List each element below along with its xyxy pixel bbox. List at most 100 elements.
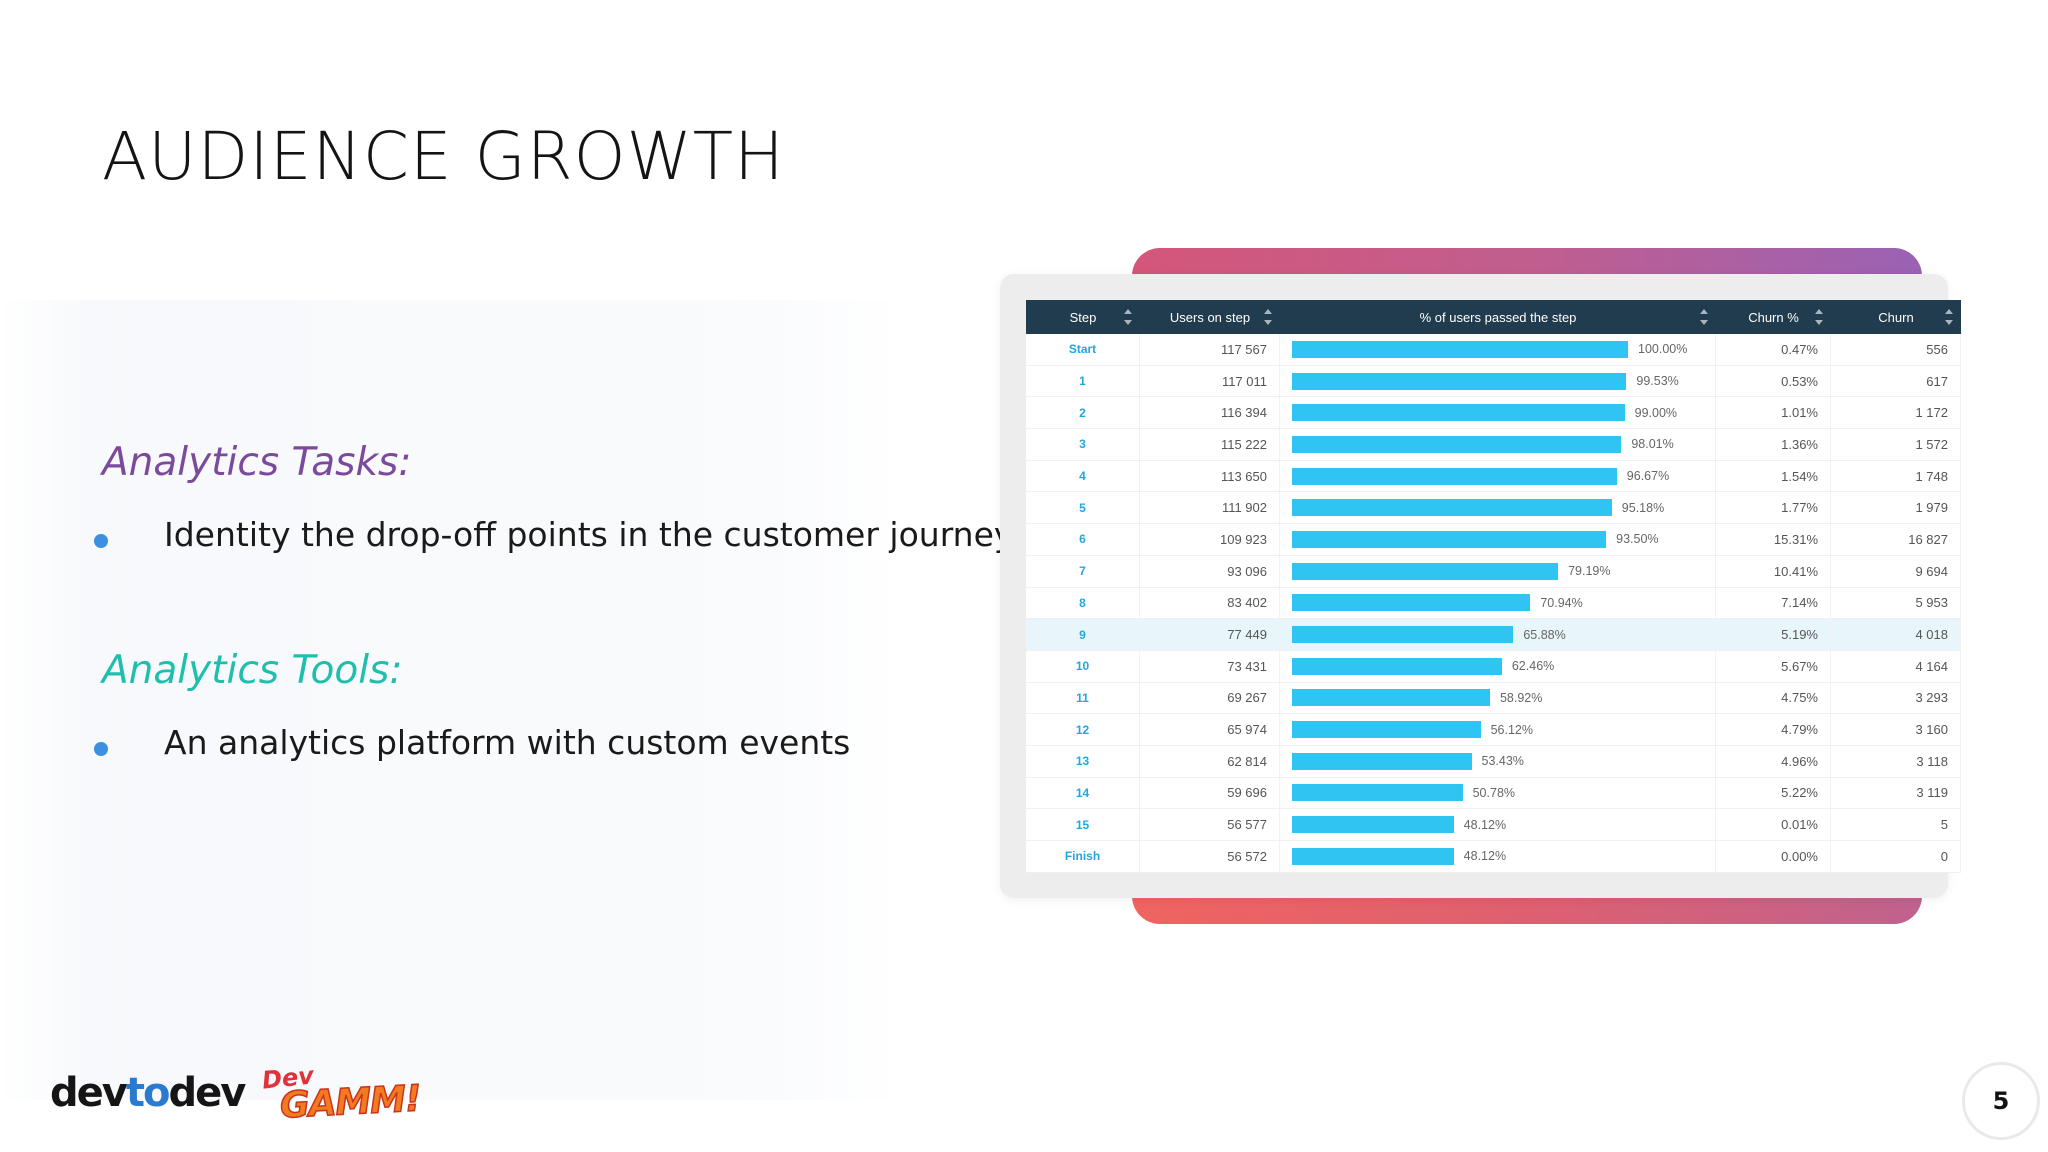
churn-cell: 617 — [1831, 365, 1961, 397]
churn-percent-cell: 0.47% — [1716, 334, 1831, 365]
step-cell[interactable]: 1 — [1026, 365, 1140, 397]
table-row[interactable]: Finish 56 572 48.12% 0.00% 0 — [1026, 841, 1961, 873]
analytics-tasks-heading: Analytics Tasks: — [102, 440, 412, 485]
churn-percent-cell: 7.14% — [1716, 587, 1831, 619]
churn-cell: 556 — [1831, 334, 1961, 365]
percent-label: 99.53% — [1636, 374, 1679, 389]
percent-cell: 93.50% — [1280, 524, 1716, 555]
step-cell[interactable]: Finish — [1026, 841, 1140, 872]
table-row[interactable]: 11 69 267 58.92% 4.75% 3 293 — [1026, 682, 1961, 715]
table-row[interactable]: 1 117 011 99.53% 0.53% 617 — [1026, 365, 1961, 398]
table-row[interactable]: 13 62 814 53.43% 4.96% 3 118 — [1026, 745, 1961, 778]
table-row[interactable]: 14 59 696 50.78% 5.22% 3 119 — [1026, 777, 1961, 810]
percent-cell: 62.46% — [1280, 650, 1716, 682]
table-row[interactable]: 9 77 449 65.88% 5.19% 4 018 — [1026, 619, 1961, 651]
churn-percent-cell: 4.96% — [1716, 745, 1831, 777]
header-churn[interactable]: Churn — [1831, 300, 1961, 334]
percent-label: 62.46% — [1511, 659, 1555, 674]
users-cell: 109 923 — [1140, 524, 1280, 555]
percent-cell: 48.12% — [1280, 809, 1716, 840]
percent-bar — [1292, 752, 1472, 770]
table-row[interactable]: 12 65 974 56.12% 4.79% 3 160 — [1026, 714, 1961, 746]
churn-cell: 1 979 — [1831, 492, 1961, 524]
logo-part: dev — [50, 1070, 128, 1116]
step-cell[interactable]: Start — [1026, 334, 1140, 365]
table-row[interactable]: 4 113 650 96.67% 1.54% 1 748 — [1026, 460, 1961, 493]
percent-cell: 96.67% — [1280, 460, 1716, 492]
sort-icon[interactable] — [1945, 309, 1953, 325]
percent-bar — [1292, 372, 1627, 390]
table-row[interactable]: 3 115 222 98.01% 1.36% 1 572 — [1026, 429, 1961, 461]
churn-percent-cell: 1.36% — [1716, 429, 1831, 460]
table-row[interactable]: 10 73 431 62.46% 5.67% 4 164 — [1026, 650, 1961, 683]
header-users[interactable]: Users on step — [1140, 300, 1280, 334]
header-churn-percent[interactable]: Churn % — [1716, 300, 1831, 334]
churn-percent-cell: 15.31% — [1716, 524, 1831, 555]
percent-cell: 65.88% — [1280, 619, 1716, 650]
churn-cell: 3 119 — [1831, 777, 1961, 809]
analytics-tools-heading: Analytics Tools: — [102, 648, 403, 693]
sort-icon[interactable] — [1264, 309, 1272, 325]
table-row[interactable]: 7 93 096 79.19% 10.41% 9 694 — [1026, 555, 1961, 588]
users-cell: 56 572 — [1140, 841, 1280, 872]
task-item: Identity the drop-off points in the cust… — [164, 515, 1014, 554]
table-header: Step Users on step % of users passed the… — [1026, 300, 1961, 334]
table-row[interactable]: 6 109 923 93.50% 15.31% 16 827 — [1026, 524, 1961, 556]
header-churn-label: Churn — [1878, 309, 1914, 325]
step-cell[interactable]: 5 — [1026, 492, 1140, 524]
percent-cell: 70.94% — [1280, 587, 1716, 619]
header-percent-label: % of users passed the step — [1419, 309, 1577, 325]
users-cell: 69 267 — [1140, 682, 1280, 714]
percent-cell: 79.19% — [1280, 555, 1716, 587]
percent-cell: 99.00% — [1280, 397, 1716, 429]
percent-cell: 95.18% — [1280, 492, 1716, 524]
table-row[interactable]: 8 83 402 70.94% 7.14% 5 953 — [1026, 587, 1961, 620]
churn-cell: 5 — [1831, 809, 1961, 840]
churn-cell: 0 — [1831, 841, 1961, 872]
percent-label: 58.92% — [1499, 690, 1543, 705]
sort-icon[interactable] — [1700, 309, 1708, 325]
sort-icon[interactable] — [1124, 309, 1132, 325]
table-row[interactable]: Start 117 567 100.00% 0.47% 556 — [1026, 334, 1961, 366]
step-cell[interactable]: 10 — [1026, 650, 1140, 682]
step-cell[interactable]: 14 — [1026, 777, 1140, 809]
percent-label: 96.67% — [1626, 469, 1670, 484]
step-cell[interactable]: 11 — [1026, 682, 1140, 714]
percent-bar — [1292, 499, 1612, 517]
header-step[interactable]: Step — [1026, 300, 1140, 334]
step-cell[interactable]: 8 — [1026, 587, 1140, 619]
churn-percent-cell: 0.00% — [1716, 841, 1831, 872]
percent-label: 48.12% — [1463, 817, 1507, 832]
percent-bar — [1292, 626, 1514, 644]
users-cell: 65 974 — [1140, 714, 1280, 745]
step-cell[interactable]: 13 — [1026, 745, 1140, 777]
header-percent[interactable]: % of users passed the step — [1280, 300, 1716, 334]
table-row[interactable]: 2 116 394 99.00% 1.01% 1 172 — [1026, 397, 1961, 430]
churn-cell: 3 118 — [1831, 745, 1961, 777]
sort-icon[interactable] — [1815, 309, 1823, 325]
table-row[interactable]: 15 56 577 48.12% 0.01% 5 — [1026, 809, 1961, 841]
step-cell[interactable]: 7 — [1026, 555, 1140, 587]
step-cell[interactable]: 6 — [1026, 524, 1140, 555]
churn-percent-cell: 0.53% — [1716, 365, 1831, 397]
users-cell: 77 449 — [1140, 619, 1280, 650]
slide-title: AUDIENCE GROWTH — [102, 118, 785, 195]
users-cell: 111 902 — [1140, 492, 1280, 524]
step-cell[interactable]: 4 — [1026, 460, 1140, 492]
step-cell[interactable]: 9 — [1026, 619, 1140, 650]
churn-cell: 5 953 — [1831, 587, 1961, 619]
percent-bar — [1292, 784, 1463, 802]
churn-percent-cell: 10.41% — [1716, 555, 1831, 587]
churn-percent-cell: 5.22% — [1716, 777, 1831, 809]
percent-label: 70.94% — [1540, 595, 1583, 610]
bullet-icon — [94, 742, 108, 756]
step-cell[interactable]: 3 — [1026, 429, 1140, 460]
step-cell[interactable]: 12 — [1026, 714, 1140, 745]
churn-cell: 1 748 — [1831, 460, 1961, 492]
percent-label: 56.12% — [1490, 722, 1533, 737]
step-cell[interactable]: 15 — [1026, 809, 1140, 840]
step-cell[interactable]: 2 — [1026, 397, 1140, 429]
table-row[interactable]: 5 111 902 95.18% 1.77% 1 979 — [1026, 492, 1961, 525]
users-cell: 93 096 — [1140, 555, 1280, 587]
percent-bar — [1292, 657, 1502, 675]
